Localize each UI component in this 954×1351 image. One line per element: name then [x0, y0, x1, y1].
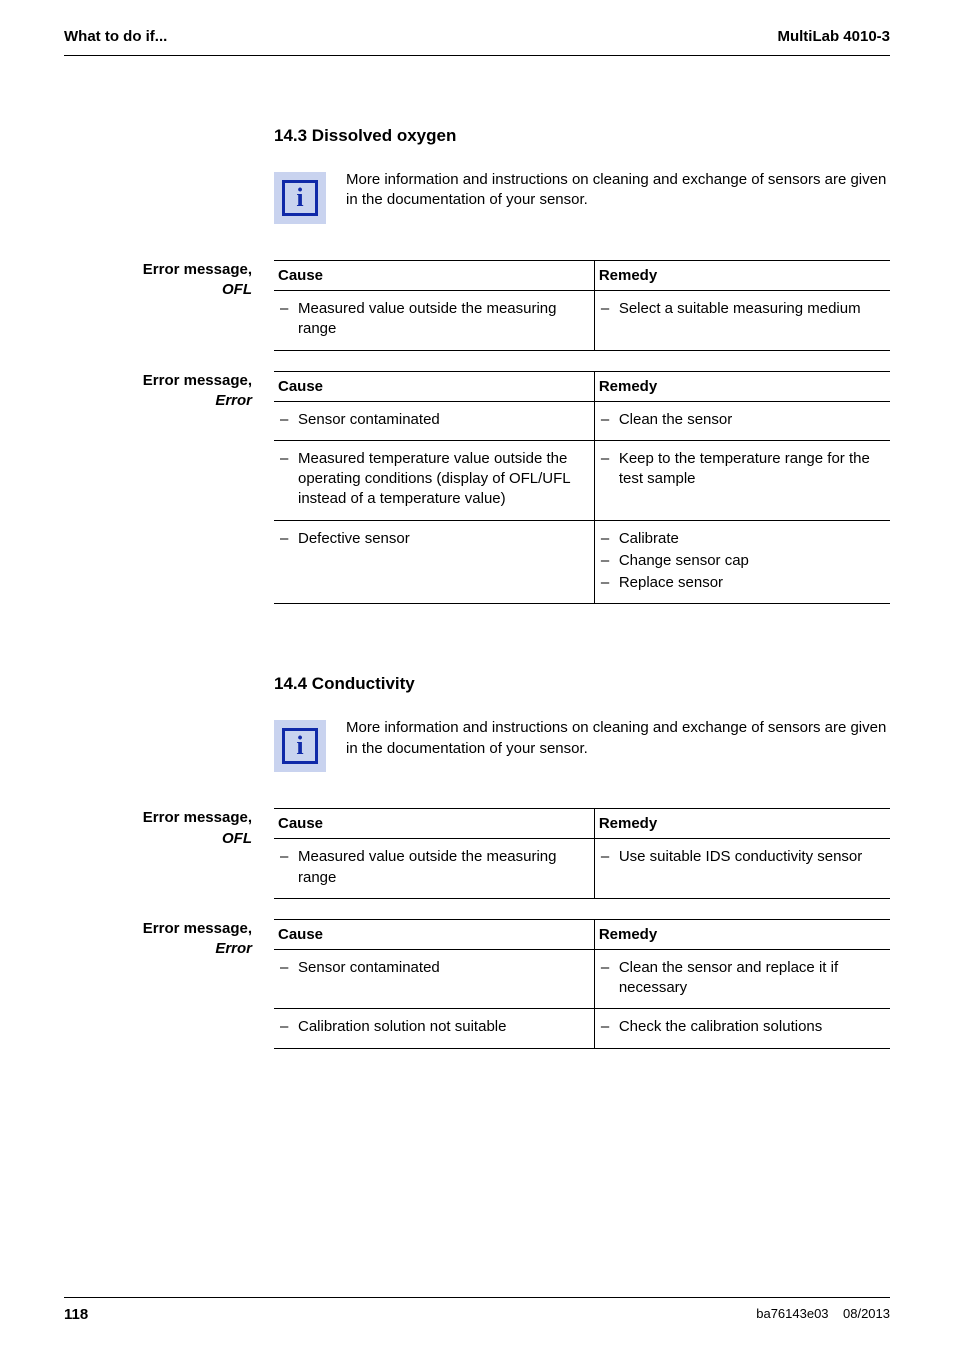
footer-rule: [64, 1297, 890, 1298]
remedy-item: Use suitable IDS conductivity sensor: [599, 847, 882, 867]
cause-header: Cause: [274, 809, 594, 839]
remedy-item: Change sensor cap: [599, 551, 882, 571]
side-label-ofl-14-4: Error message, OFL: [64, 808, 274, 899]
remedy-header: Remedy: [594, 809, 890, 839]
side-label-line1: Error message,: [143, 920, 252, 937]
table-row: Calibration solution not suitable Check …: [274, 1009, 890, 1048]
error-block-14-4: Error message, Error Cause Remedy Sensor…: [64, 919, 890, 1049]
side-label-ofl-14-3: Error message, OFL: [64, 260, 274, 351]
remedy-item: Calibrate: [599, 529, 882, 549]
table-row: Measured temperature value outside the o…: [274, 440, 890, 520]
error-table-14-4: Cause Remedy Sensor contaminated Clean t…: [274, 919, 890, 1049]
remedy-item: Clean the sensor and replace it if neces…: [599, 958, 882, 999]
info-block-14-4: i More information and instructions on c…: [274, 718, 890, 772]
header-right: MultiLab 4010-3: [777, 28, 890, 45]
remedy-cell: Use suitable IDS conductivity sensor: [594, 839, 890, 899]
side-label-error-14-3: Error message, Error: [64, 371, 274, 605]
info-block-14-3: i More information and instructions on c…: [274, 170, 890, 224]
remedy-cell: Check the calibration solutions: [594, 1009, 890, 1048]
ofl-table-14-3: Cause Remedy Measured value outside the …: [274, 260, 890, 351]
side-label-line2: Error: [215, 940, 252, 957]
remedy-item: Replace sensor: [599, 573, 882, 593]
cause-cell: Sensor contaminated: [274, 401, 594, 440]
cause-cell: Measured temperature value outside the o…: [274, 440, 594, 520]
side-label-error-14-4: Error message, Error: [64, 919, 274, 1049]
info-icon-glyph: i: [282, 180, 318, 216]
footer-date: 08/2013: [843, 1306, 890, 1321]
side-label-line1: Error message,: [143, 261, 252, 278]
error-table-14-3: Cause Remedy Sensor contaminated Clean t…: [274, 371, 890, 605]
cause-item: Defective sensor: [278, 529, 586, 549]
cause-cell: Measured value outside the measuring ran…: [274, 839, 594, 899]
cause-item: Sensor contaminated: [278, 410, 586, 430]
side-label-line1: Error message,: [143, 372, 252, 389]
info-text-14-4: More information and instructions on cle…: [346, 718, 890, 759]
table-row: Sensor contaminated Clean the sensor and…: [274, 949, 890, 1009]
table-row: Measured value outside the measuring ran…: [274, 291, 890, 351]
table-header-row: Cause Remedy: [274, 919, 890, 949]
table-row: Sensor contaminated Clean the sensor: [274, 401, 890, 440]
page-content: 14.3 Dissolved oxygen i More information…: [0, 126, 954, 1049]
page-header: What to do if... MultiLab 4010-3: [0, 0, 954, 55]
side-label-line1: Error message,: [143, 809, 252, 826]
table-row: Defective sensor Calibrate Change sensor…: [274, 520, 890, 604]
cause-header: Cause: [274, 261, 594, 291]
cause-cell: Sensor contaminated: [274, 949, 594, 1009]
ofl-block-14-3: Error message, OFL Cause Remedy Measured…: [64, 260, 890, 351]
remedy-header: Remedy: [594, 261, 890, 291]
cause-item: Measured value outside the measuring ran…: [278, 847, 586, 888]
remedy-cell: Keep to the temperature range for the te…: [594, 440, 890, 520]
remedy-cell: Clean the sensor and replace it if neces…: [594, 949, 890, 1009]
ofl-table-14-4: Cause Remedy Measured value outside the …: [274, 808, 890, 899]
remedy-item: Clean the sensor: [599, 410, 882, 430]
info-icon-glyph: i: [282, 728, 318, 764]
info-icon: i: [274, 720, 326, 772]
info-icon: i: [274, 172, 326, 224]
cause-header: Cause: [274, 919, 594, 949]
cause-item: Calibration solution not suitable: [278, 1017, 586, 1037]
footer-doc: ba76143e03: [756, 1306, 828, 1321]
remedy-header: Remedy: [594, 919, 890, 949]
cause-item: Sensor contaminated: [278, 958, 586, 978]
remedy-item: Keep to the temperature range for the te…: [599, 449, 882, 490]
footer-page-number: 118: [64, 1306, 88, 1323]
section-heading-14-3: 14.3 Dissolved oxygen: [274, 126, 890, 146]
cause-item: Measured temperature value outside the o…: [278, 449, 586, 510]
remedy-cell: Clean the sensor: [594, 401, 890, 440]
cause-cell: Defective sensor: [274, 520, 594, 604]
side-label-line2: OFL: [222, 281, 252, 298]
header-rule: [64, 55, 890, 56]
page-footer: 118 ba76143e03 08/2013: [64, 1297, 890, 1323]
header-left: What to do if...: [64, 28, 167, 45]
table-header-row: Cause Remedy: [274, 809, 890, 839]
table-header-row: Cause Remedy: [274, 371, 890, 401]
remedy-item: Select a suitable measuring medium: [599, 299, 882, 319]
footer-meta: ba76143e03 08/2013: [756, 1306, 890, 1323]
cause-header: Cause: [274, 371, 594, 401]
error-block-14-3: Error message, Error Cause Remedy Sensor…: [64, 371, 890, 605]
remedy-header: Remedy: [594, 371, 890, 401]
side-label-line2: Error: [215, 392, 252, 409]
ofl-block-14-4: Error message, OFL Cause Remedy Measured…: [64, 808, 890, 899]
section-heading-14-4: 14.4 Conductivity: [274, 674, 890, 694]
remedy-item: Check the calibration solutions: [599, 1017, 882, 1037]
info-text-14-3: More information and instructions on cle…: [346, 170, 890, 211]
cause-cell: Measured value outside the measuring ran…: [274, 291, 594, 351]
side-label-line2: OFL: [222, 830, 252, 847]
remedy-cell: Calibrate Change sensor cap Replace sens…: [594, 520, 890, 604]
table-header-row: Cause Remedy: [274, 261, 890, 291]
table-row: Measured value outside the measuring ran…: [274, 839, 890, 899]
cause-cell: Calibration solution not suitable: [274, 1009, 594, 1048]
footer-row: 118 ba76143e03 08/2013: [64, 1306, 890, 1323]
cause-item: Measured value outside the measuring ran…: [278, 299, 586, 340]
remedy-cell: Select a suitable measuring medium: [594, 291, 890, 351]
